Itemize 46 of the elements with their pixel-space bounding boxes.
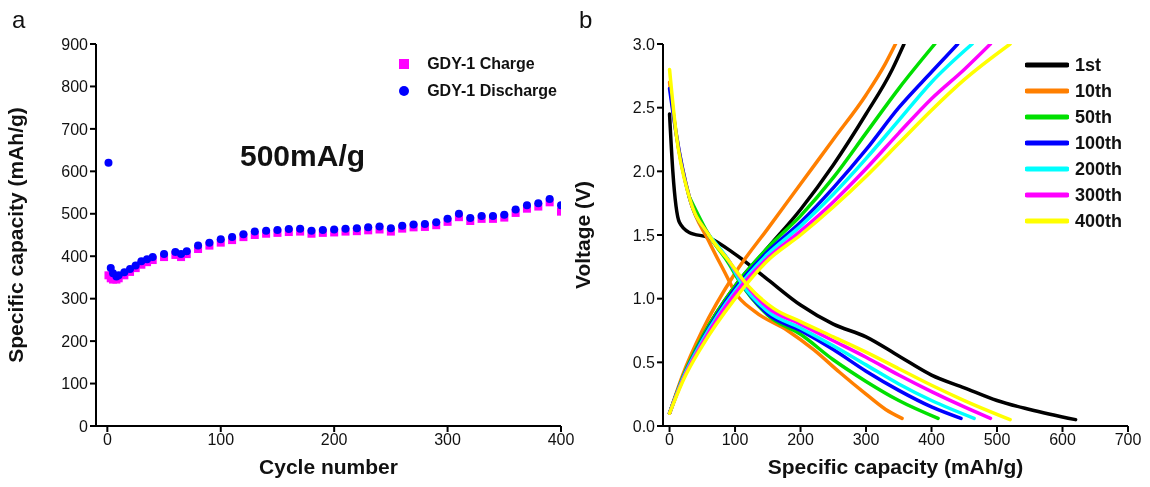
x-tick-label: 200: [320, 431, 348, 449]
y-tick-label: 2.0: [632, 163, 656, 181]
y-tick-label: 900: [61, 35, 89, 53]
x-tick-label: 700: [1114, 431, 1142, 449]
y-tick-label: 200: [61, 332, 89, 350]
x-tick-label: 300: [852, 431, 880, 449]
y-axis-title: Voltage (V): [571, 180, 595, 290]
annotation: 500mA/g: [240, 139, 366, 173]
legend-label: 50th: [1074, 106, 1112, 129]
x-tick-label: 400: [918, 431, 945, 449]
y-tick-label: 300: [61, 290, 89, 308]
x-tick-label: 300: [434, 431, 462, 449]
chart-title: a: [12, 6, 26, 34]
y-tick-label: 500: [61, 205, 89, 223]
y-tick-label: 400: [61, 247, 89, 265]
x-axis-title: Specific capacity (mAh/g): [767, 455, 1024, 478]
x-tick-label: 600: [1049, 431, 1076, 449]
x-tick-label: 400: [547, 431, 575, 449]
y-tick-label: 700: [61, 120, 89, 138]
y-tick-label: 1.5: [632, 226, 656, 244]
chart-title: b: [579, 6, 593, 34]
legend-label: 200th: [1074, 158, 1122, 181]
y-axis-title: Specific capacity (mAh/g): [4, 107, 28, 363]
legend-label: 10th: [1074, 80, 1112, 103]
y-tick-label: 0: [79, 417, 89, 435]
y-tick-label: 2.5: [632, 99, 656, 117]
y-tick-label: 3.0: [632, 35, 656, 53]
legend-label: GDY-1 Discharge: [427, 81, 557, 101]
x-tick-label: 200: [787, 431, 814, 449]
y-tick-label: 100: [61, 375, 89, 393]
x-tick-label: 0: [102, 431, 112, 449]
y-tick-label: 1.0: [632, 290, 656, 308]
legend-label: 1st: [1074, 54, 1101, 77]
x-tick-label: 0: [665, 431, 675, 449]
y-tick-label: 0.0: [632, 417, 656, 435]
y-tick-label: 800: [61, 78, 89, 96]
x-axis-title: Cycle number: [259, 455, 398, 478]
x-tick-label: 100: [207, 431, 235, 449]
legend-label: 400th: [1074, 210, 1122, 233]
x-tick-label: 100: [721, 431, 749, 449]
legend-label: 300th: [1074, 184, 1122, 207]
y-tick-label: 600: [61, 163, 89, 181]
x-tick-label: 500: [983, 431, 1011, 449]
legend-label: 100th: [1074, 132, 1122, 155]
y-tick-label: 0.5: [632, 354, 656, 372]
legend-label: GDY-1 Charge: [427, 54, 535, 74]
